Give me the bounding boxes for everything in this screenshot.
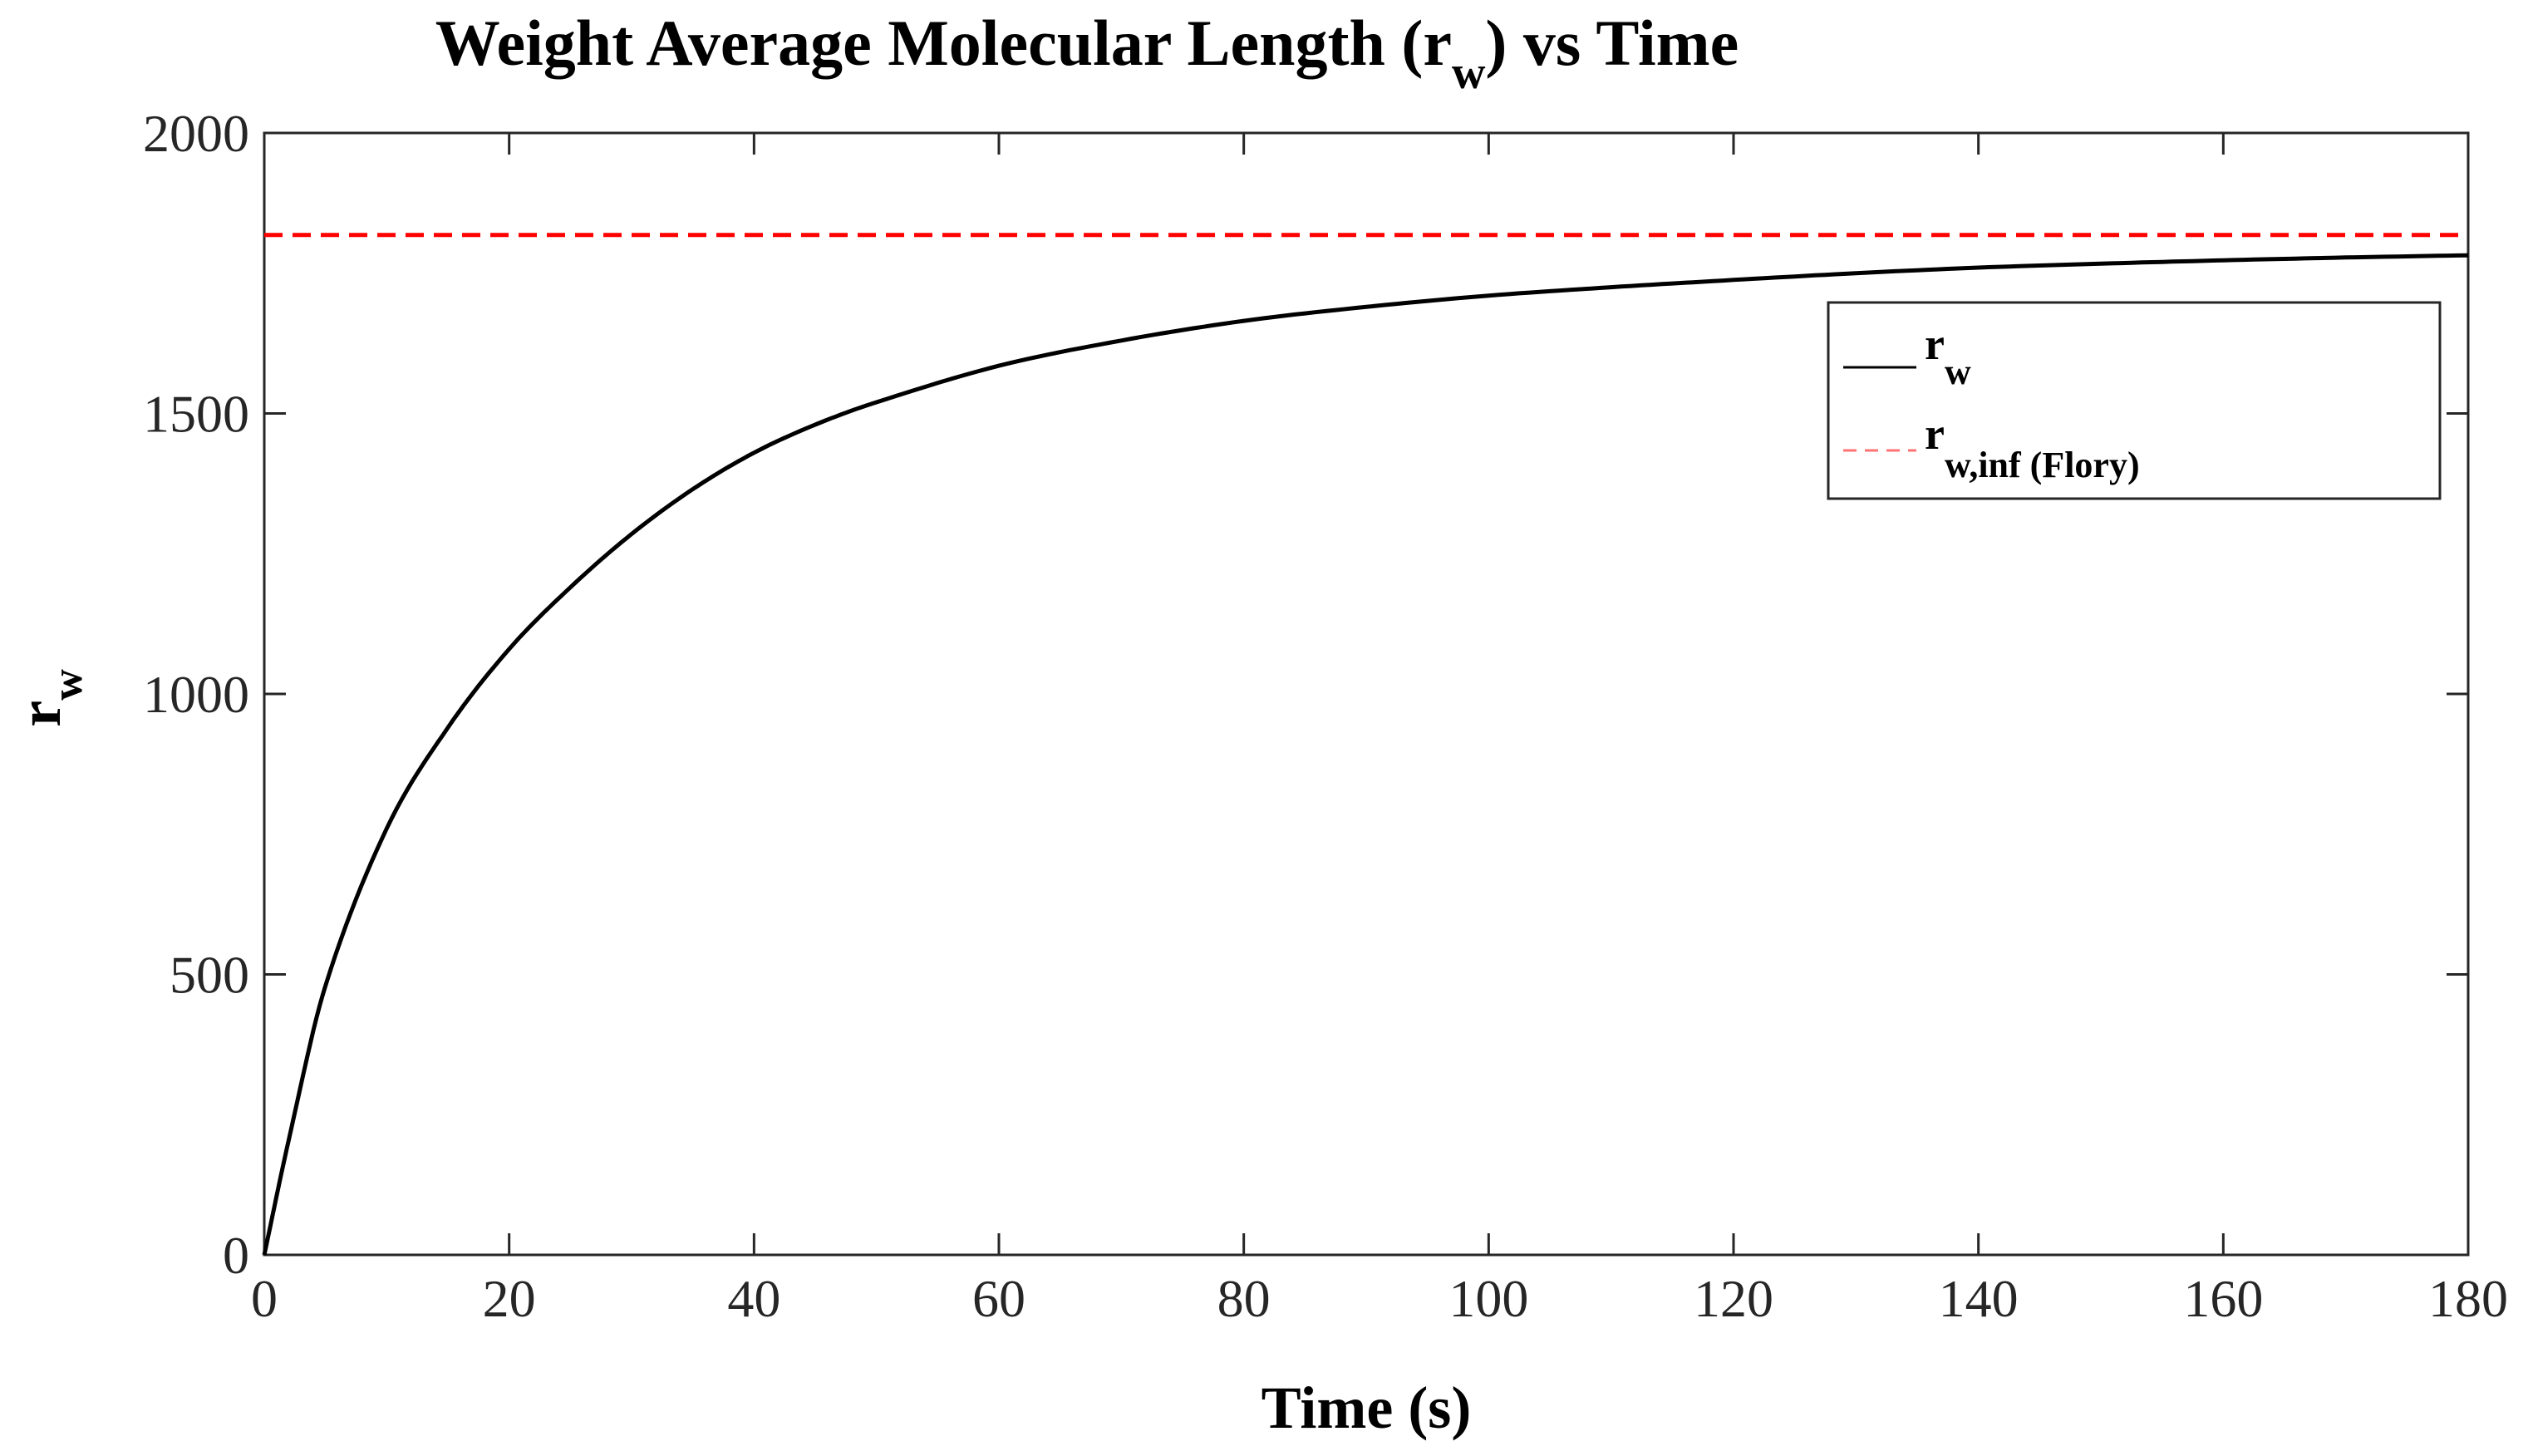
x-tick-label: 140 xyxy=(1939,1269,2019,1328)
legend: rw rw,inf (Flory) xyxy=(1827,301,2442,500)
x-tick-label: 80 xyxy=(1217,1269,1271,1328)
x-tick-label: 120 xyxy=(1694,1269,1773,1328)
legend-entry-rw-main: r xyxy=(1925,319,1945,369)
series-group xyxy=(262,233,2469,1256)
x-tick-label: 60 xyxy=(972,1269,1025,1328)
x-axis-ticks: 0 20 40 60 80 100 120 140 160 180 xyxy=(251,133,2508,1328)
y-axis-label-subscript: w xyxy=(44,669,91,701)
legend-entry-rw-subscript: w xyxy=(1945,352,1971,392)
x-axis-label: Time (s) xyxy=(1262,1375,1472,1441)
x-tick-label: 40 xyxy=(727,1269,780,1328)
legend-entry-rw-inf: rw,inf (Flory) xyxy=(1925,409,2140,485)
chart-title: Weight Average Molecular Length (rw) vs … xyxy=(435,7,1739,99)
chart-title-main: Weight Average Molecular Length (r xyxy=(435,7,1452,79)
x-tick-label: 100 xyxy=(1448,1269,1528,1328)
chart-title-subscript: w xyxy=(1452,47,1486,99)
y-axis-label-main: r xyxy=(7,701,73,727)
y-axis-ticks: 0 500 1000 1500 2000 xyxy=(143,104,2468,1285)
y-tick-label: 1000 xyxy=(143,665,249,724)
x-tick-label: 180 xyxy=(2428,1269,2508,1328)
x-tick-label: 20 xyxy=(483,1269,536,1328)
legend-box xyxy=(1827,301,2442,500)
legend-entry-rw-inf-main: r xyxy=(1925,409,1945,459)
legend-entry-rw-inf-subscript: w,inf (Flory) xyxy=(1945,445,2140,485)
x-tick-label: 160 xyxy=(2183,1269,2263,1328)
y-tick-label: 1500 xyxy=(143,385,249,444)
y-tick-label: 0 xyxy=(223,1226,249,1285)
legend-entry-rw: rw xyxy=(1925,319,1971,392)
y-axis-label: rw xyxy=(7,669,91,727)
x-tick-label: 0 xyxy=(251,1269,278,1328)
series-line-rw xyxy=(262,253,2469,1256)
y-tick-label: 500 xyxy=(170,946,249,1005)
chart-title-suffix: ) vs Time xyxy=(1485,7,1739,79)
y-tick-label: 2000 xyxy=(143,104,249,163)
